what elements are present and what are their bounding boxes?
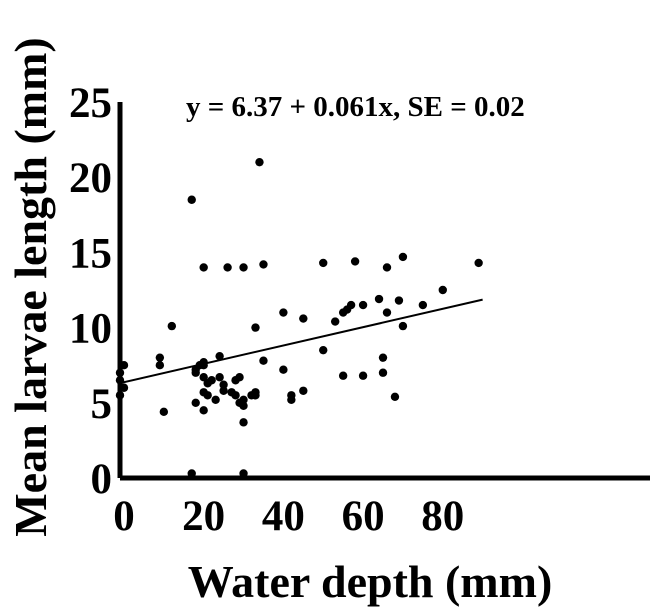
x-tick-label: 20 [182, 493, 225, 540]
data-point [211, 395, 220, 404]
x-tick-label: 0 [113, 493, 135, 540]
y-tick-label: 15 [69, 230, 112, 277]
y-tick-label: 0 [91, 456, 113, 503]
data-point [239, 401, 248, 411]
data-point [259, 260, 268, 269]
data-point [390, 392, 400, 401]
data-point [259, 356, 268, 365]
data-point [394, 296, 404, 305]
data-point [358, 300, 368, 310]
data-point [215, 373, 224, 382]
data-point [187, 195, 196, 204]
data-point [378, 353, 388, 362]
data-point [330, 317, 340, 326]
data-point [191, 368, 200, 377]
data-point [199, 406, 208, 415]
regression-line [119, 298, 483, 385]
data-point [255, 157, 264, 167]
data-point [350, 257, 360, 266]
data-point [219, 386, 228, 395]
data-point [474, 258, 483, 268]
data-point [155, 353, 165, 362]
y-tick-labels: 0 5 10 15 20 25 [69, 80, 112, 503]
data-point [418, 300, 428, 310]
y-tick-label: 10 [69, 306, 112, 353]
data-point [223, 263, 232, 272]
data-point [382, 308, 392, 317]
data-point [219, 380, 228, 389]
data-point [438, 285, 447, 295]
data-point [187, 469, 196, 478]
data-point [115, 368, 125, 377]
data-point [287, 395, 296, 404]
data-point [191, 398, 200, 407]
data-point [338, 371, 348, 380]
data-point [235, 373, 244, 382]
data-point [155, 361, 165, 370]
data-point [231, 391, 240, 400]
x-tick-labels: 0 20 40 60 80 [113, 493, 464, 540]
data-point [115, 376, 125, 385]
data-point [279, 365, 288, 374]
data-point [239, 418, 248, 427]
x-tick-label: 80 [421, 493, 464, 540]
data-point [358, 371, 368, 380]
x-axis-label: Water depth (mm) [188, 556, 553, 607]
data-point [239, 469, 248, 478]
data-point [319, 258, 328, 268]
data-point [398, 321, 408, 331]
y-tick-label: 5 [91, 381, 113, 428]
data-point [207, 376, 216, 385]
data-point [239, 263, 248, 272]
data-point [199, 263, 208, 272]
data-point [346, 300, 356, 310]
data-point [199, 373, 208, 382]
data-point [299, 386, 308, 395]
plot-area: 0 5 10 15 20 25 0 20 40 60 80 [69, 80, 650, 540]
data-point [199, 361, 208, 370]
x-tick-label: 40 [262, 493, 305, 540]
y-tick-label: 25 [69, 80, 112, 127]
data-point [215, 351, 224, 361]
data-point [398, 252, 408, 262]
data-point [382, 263, 392, 272]
data-point [167, 321, 177, 331]
data-point [279, 308, 288, 317]
data-point [378, 368, 388, 377]
data-point [299, 314, 308, 323]
data-point [203, 391, 212, 400]
data-point [251, 391, 260, 400]
data-point [251, 323, 260, 332]
y-axis-label: Mean larvae length (mm) [5, 37, 56, 537]
data-point [119, 383, 129, 392]
data-point [319, 345, 328, 355]
y-tick-label: 20 [69, 155, 112, 202]
data-point [239, 395, 248, 404]
data-point [119, 361, 129, 370]
data-points [115, 157, 483, 478]
data-point [115, 391, 125, 400]
data-point [159, 407, 169, 417]
regression-equation: y = 6.37 + 0.061x, SE = 0.02 [186, 91, 525, 123]
x-tick-label: 60 [342, 493, 385, 540]
data-point [374, 294, 384, 304]
